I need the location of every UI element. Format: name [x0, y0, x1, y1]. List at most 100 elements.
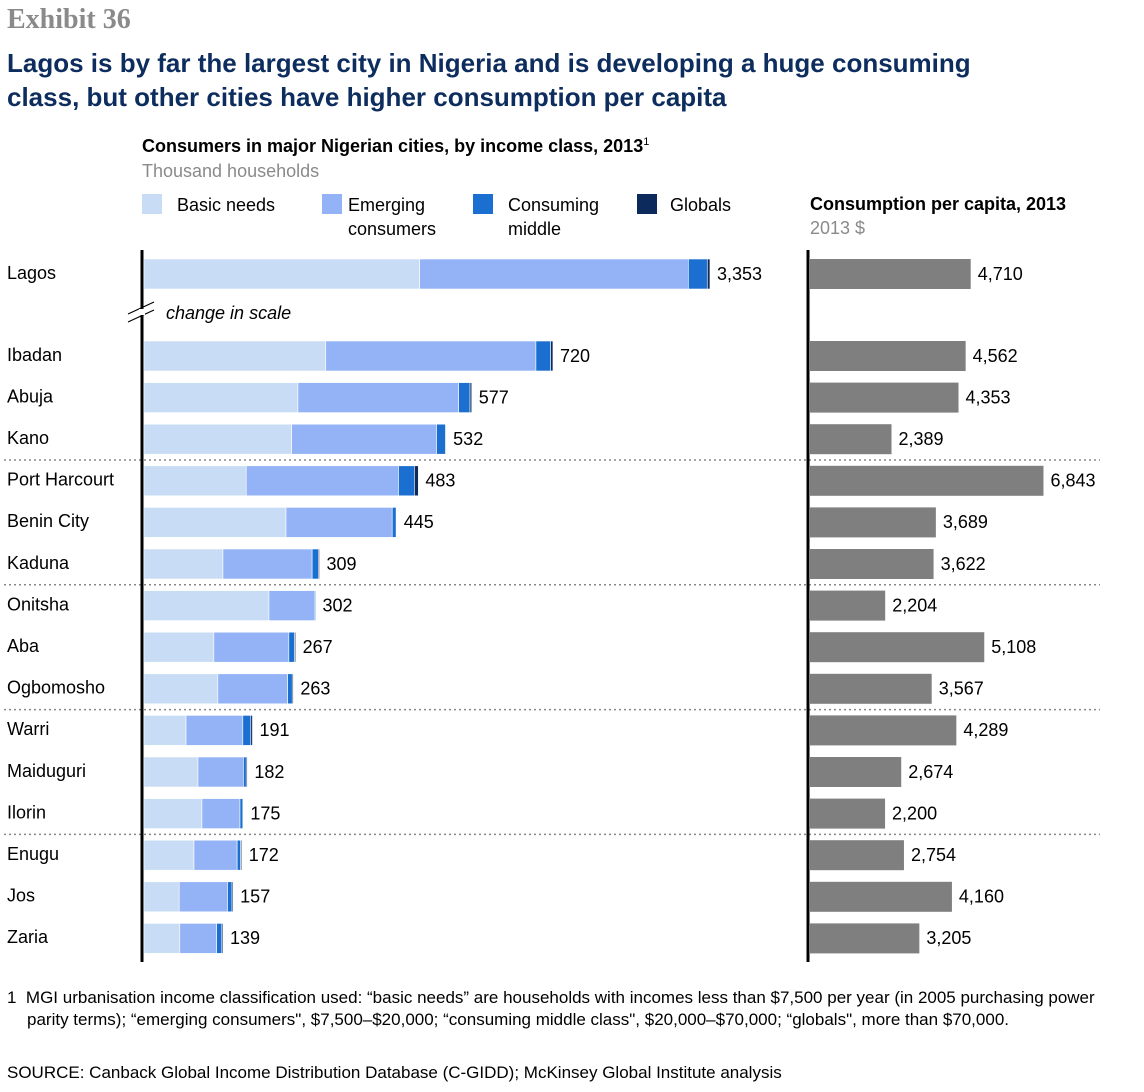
bar-segment: [143, 839, 195, 871]
value-label: 2,389: [899, 429, 944, 449]
bar-segment: [231, 881, 234, 913]
value-label: 2,754: [911, 845, 956, 865]
bar-segment: [143, 548, 224, 580]
total-label: 3,353: [717, 264, 762, 284]
legend-swatch: [473, 194, 493, 214]
category-label: Abuja: [7, 386, 54, 406]
bar-segment: [245, 465, 399, 497]
bar-segment: [535, 340, 551, 372]
category-label: Zaria: [7, 927, 49, 947]
footnote-text: MGI urbanisation income classification u…: [25, 988, 1095, 1029]
bar-segment: [143, 258, 420, 290]
total-label: 263: [300, 679, 330, 699]
value-label: 3,622: [941, 554, 986, 574]
total-label: 175: [250, 803, 280, 823]
bar-segment: [287, 673, 293, 705]
legend-swatch: [637, 194, 657, 214]
bar-segment: [143, 798, 203, 829]
bar-segment: [236, 839, 241, 871]
category-label: Ilorin: [7, 802, 46, 822]
bar-segment: [242, 798, 244, 829]
bar-segment: [285, 507, 393, 538]
bar-segment: [179, 923, 218, 954]
scale-annotation: change in scale: [166, 303, 291, 323]
bar-segment: [294, 631, 296, 663]
bar-segment: [217, 673, 289, 705]
category-label: Port Harcourt: [7, 470, 114, 490]
total-label: 182: [254, 762, 284, 782]
value-label: 3,205: [926, 928, 971, 948]
value-label: 4,562: [973, 346, 1018, 366]
value-label: 5,108: [991, 637, 1036, 657]
right-subtitle: 2013 $: [810, 218, 866, 238]
value-label: 3,689: [943, 512, 988, 532]
bar: [810, 590, 886, 621]
category-label: Warri: [7, 719, 49, 739]
bar: [810, 840, 904, 871]
bar: [810, 341, 966, 371]
bar-segment: [193, 839, 238, 871]
bar-segment: [178, 881, 228, 913]
value-label: 4,289: [963, 720, 1008, 740]
bar-segment: [268, 590, 315, 621]
bar-segment: [288, 631, 295, 663]
bar-segment: [143, 756, 199, 788]
bar-segment: [143, 631, 215, 663]
bar-segment: [143, 923, 181, 954]
bar-segment: [311, 548, 319, 580]
bar-segment: [458, 382, 471, 413]
exhibit-label: Exhibit 36: [7, 4, 131, 35]
bar: [810, 881, 952, 912]
bar-segment: [143, 507, 287, 538]
category-label: Enugu: [7, 844, 59, 864]
category-label: Maiduguri: [7, 761, 86, 781]
total-label: 445: [404, 512, 434, 532]
bar-segment: [227, 881, 233, 913]
bar-segment: [469, 382, 473, 413]
bar-segment: [250, 715, 253, 746]
value-label: 4,710: [978, 264, 1023, 284]
bar-segment: [414, 465, 419, 497]
left-subtitle: Thousand households: [142, 161, 320, 181]
scale-break: [127, 301, 155, 315]
value-label: 4,160: [959, 887, 1004, 907]
bar-segment: [318, 548, 320, 580]
footnote-ref: 1: [643, 136, 650, 148]
bar-segment: [222, 548, 313, 580]
bar-segment: [143, 423, 292, 455]
bar-segment: [243, 756, 247, 788]
bar-segment: [391, 507, 397, 538]
left-title: Consumers in major Nigerian cities, by i…: [142, 136, 644, 156]
scale-break-gap: [139, 309, 145, 315]
bar-segment: [398, 465, 415, 497]
bar-segment: [395, 507, 398, 538]
bar-segment: [213, 631, 290, 663]
total-label: 139: [230, 928, 260, 948]
category-label: Ogbomosho: [7, 678, 105, 698]
bar-segment: [143, 881, 180, 913]
bar-segment: [143, 340, 327, 372]
bar-segment: [240, 839, 242, 871]
bar: [810, 382, 959, 413]
footnote: 1 MGI urbanisation income classification…: [7, 987, 1117, 1031]
bar-segment: [291, 673, 294, 705]
total-label: 720: [560, 346, 590, 366]
bar: [810, 465, 1044, 496]
bar-segment: [325, 340, 537, 372]
category-label: Lagos: [7, 263, 56, 283]
bar-segment: [436, 423, 446, 455]
bar-segment: [143, 465, 247, 497]
bar-segment: [297, 382, 459, 413]
bar-segment: [314, 590, 316, 621]
bar-segment: [143, 673, 219, 705]
legend-swatch: [142, 194, 162, 214]
bar: [810, 259, 971, 289]
footnote-marker: 1: [7, 988, 17, 1007]
legend-swatch: [322, 194, 342, 214]
total-label: 172: [249, 845, 279, 865]
page-title: Lagos is by far the largest city in Nige…: [7, 48, 971, 112]
bar-segment: [143, 715, 187, 746]
bar-segment: [221, 923, 224, 954]
bar-segment: [419, 258, 689, 290]
